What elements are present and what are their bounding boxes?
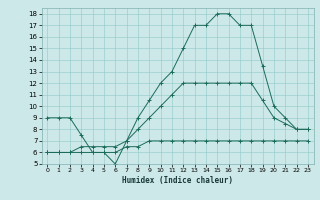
X-axis label: Humidex (Indice chaleur): Humidex (Indice chaleur) — [122, 176, 233, 185]
